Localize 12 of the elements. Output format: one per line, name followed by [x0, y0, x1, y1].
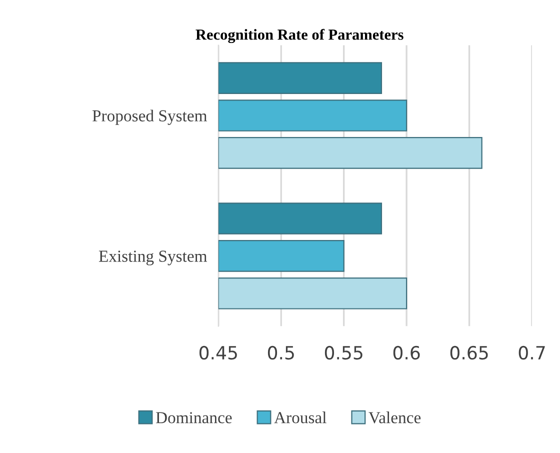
legend-label: Arousal — [274, 412, 326, 424]
y-tick-label: Existing System — [98, 250, 208, 266]
x-tick-label: 0.65 — [450, 346, 488, 360]
legend-label: Dominance — [156, 412, 232, 424]
y-tick-label: Proposed System — [92, 110, 208, 125]
x-tick-label: 0.55 — [324, 346, 362, 360]
legend-label: Valence — [368, 412, 421, 424]
x-tick-label: 0.5 — [268, 346, 294, 360]
chart-title: Recognition Rate of Parameters — [196, 28, 404, 44]
x-tick-label: 0.6 — [393, 346, 420, 360]
x-tick-label: 0.7 — [518, 346, 545, 360]
x-tick-label: 0.45 — [199, 346, 237, 360]
